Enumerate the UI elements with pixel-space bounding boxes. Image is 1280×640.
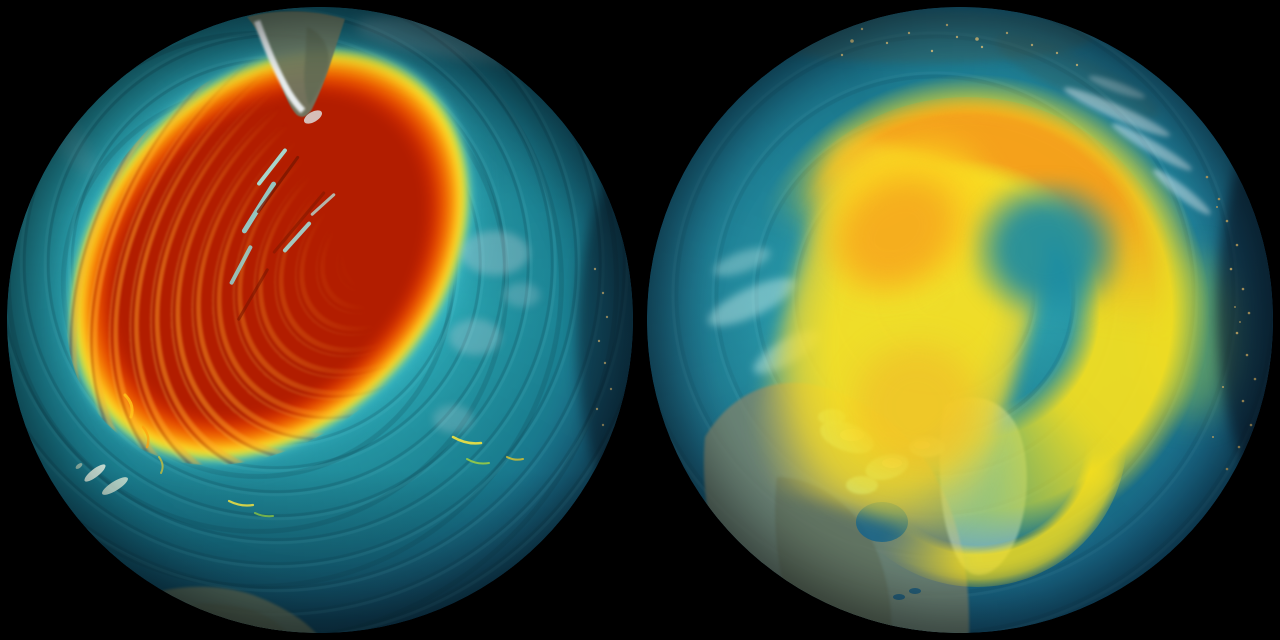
sphere-limb-shading — [647, 7, 1273, 633]
city-lights-australia — [104, 598, 241, 631]
antarctic-globe — [7, 7, 633, 633]
sphere-limb-shading — [7, 7, 633, 633]
arctic-globe — [647, 7, 1273, 633]
baja-california — [742, 547, 777, 611]
